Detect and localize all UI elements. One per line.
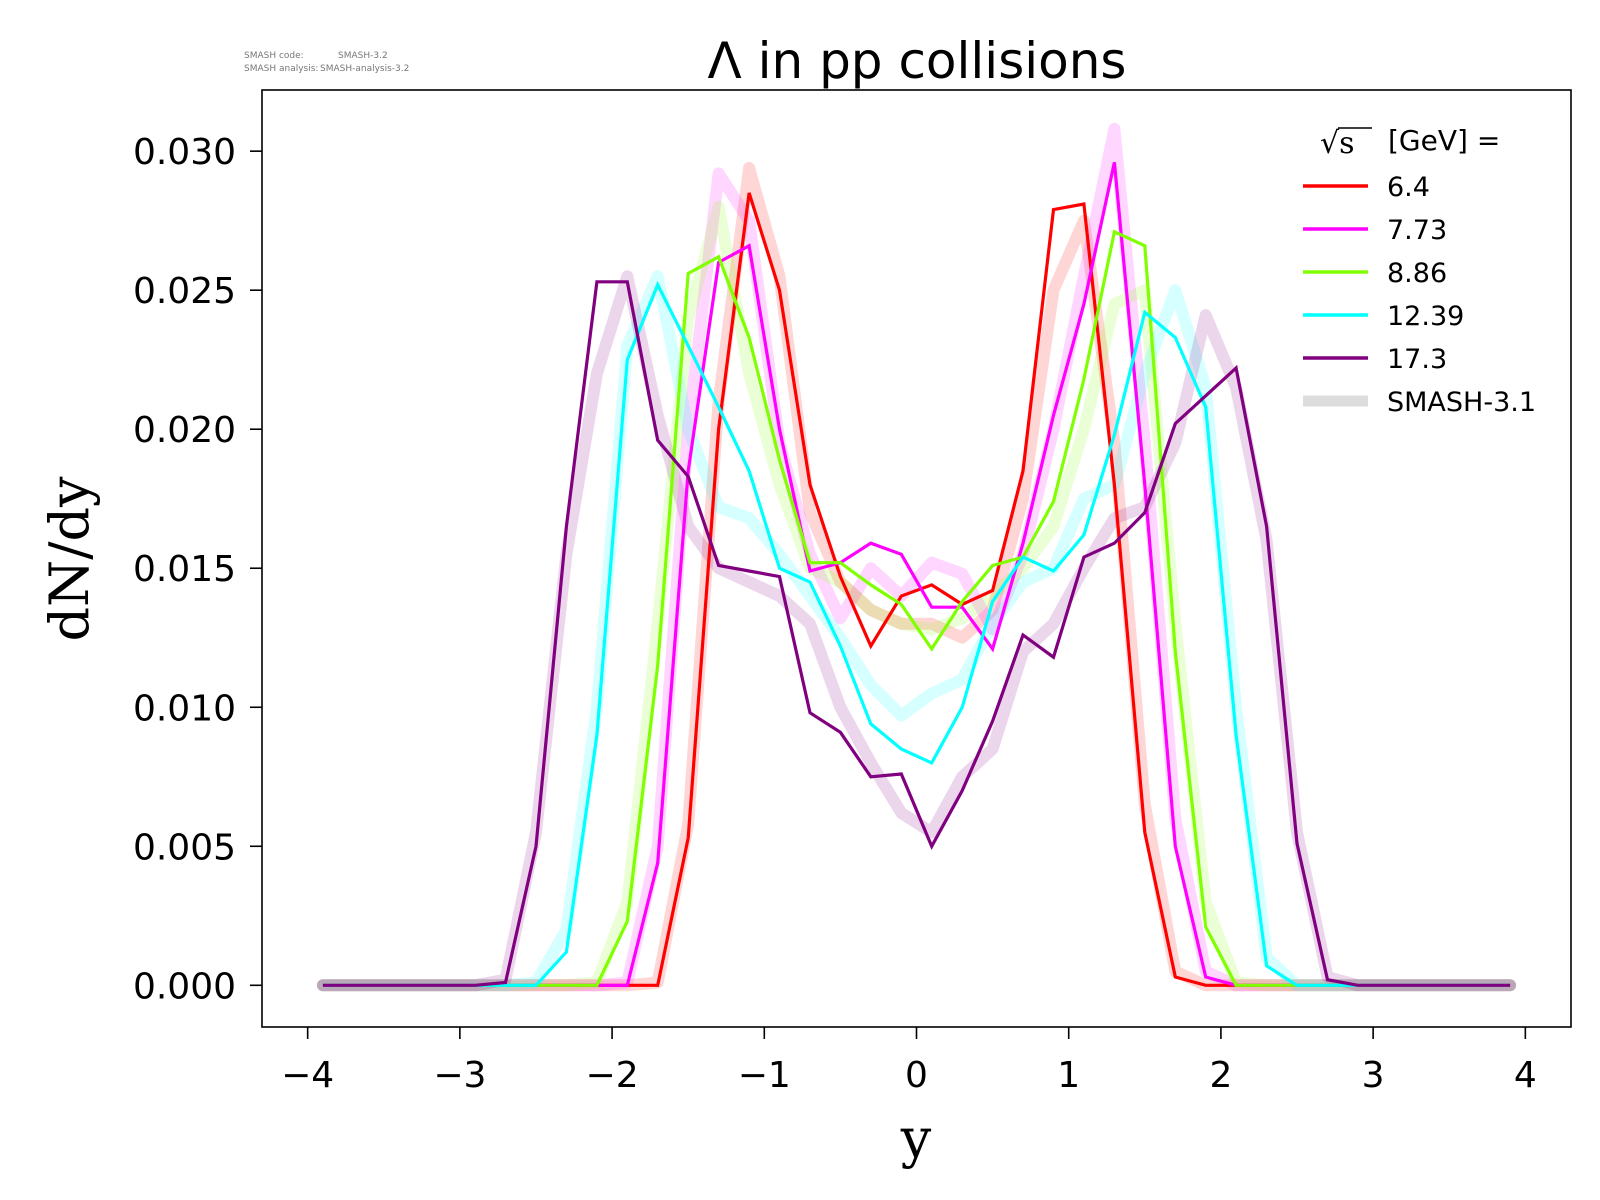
y-axis-label: dN/dy (38, 476, 101, 642)
y-tick-label: 0.015 (133, 549, 236, 590)
x-tick-label: 3 (1362, 1055, 1385, 1096)
x-tick-label: −3 (433, 1055, 486, 1096)
y-tick-label: 0.000 (133, 966, 236, 1007)
plot-frame (261, 89, 1572, 1028)
legend-label-4: 17.3 (1387, 344, 1447, 375)
reference-line-1 (316, 122, 1517, 992)
y-tick-label: 0.030 (133, 132, 236, 173)
x-axis: −4 −3 −2 −1 0 1 2 3 4 (281, 1027, 1537, 1096)
reference-series-group (316, 122, 1517, 992)
x-tick-label: −2 (586, 1055, 639, 1096)
chart-title: Λ in pp collisions (708, 32, 1127, 90)
reference-line-2 (316, 200, 1517, 992)
legend-title-sqrt: √s (1320, 126, 1355, 161)
legend-label-0: 6.4 (1387, 172, 1430, 203)
x-tick-label: 2 (1209, 1055, 1232, 1096)
y-tick-label: 0.025 (133, 271, 236, 312)
x-tick-label: −4 (281, 1055, 334, 1096)
legend-label-reference: SMASH-3.1 (1387, 387, 1536, 418)
x-tick-label: 4 (1514, 1055, 1537, 1096)
x-axis-label: y (900, 1107, 932, 1170)
series-line-0 (322, 192, 1511, 987)
series-line-2 (322, 229, 1511, 987)
y-tick-label: 0.005 (133, 827, 236, 868)
x-tick-label: 1 (1057, 1055, 1080, 1096)
legend: √s [GeV] = 6.4 7.73 8.86 12.39 17.3 SMASH-3.1 (1303, 124, 1536, 418)
series-line-3 (322, 280, 1511, 987)
legend-label-2: 8.86 (1387, 258, 1447, 289)
legend-label-3: 12.39 (1387, 301, 1464, 332)
series-group (322, 161, 1511, 987)
meta-line2-value: SMASH-analysis-3.2 (320, 64, 409, 74)
x-tick-label: −1 (738, 1055, 791, 1096)
y-tick-label: 0.010 (133, 688, 236, 729)
meta-line1-value: SMASH-3.2 (338, 51, 388, 61)
legend-label-1: 7.73 (1387, 215, 1447, 246)
y-tick-label: 0.020 (133, 410, 236, 451)
meta-line1-label: SMASH code: (244, 51, 304, 61)
x-tick-label: 0 (905, 1055, 928, 1096)
series-line-4 (322, 280, 1511, 987)
legend-title-rest: [GeV] = (1388, 124, 1500, 157)
y-axis: 0.000 0.005 0.010 0.015 0.020 0.025 0.030 (133, 132, 262, 1007)
meta-line2-label: SMASH analysis: (244, 64, 318, 74)
